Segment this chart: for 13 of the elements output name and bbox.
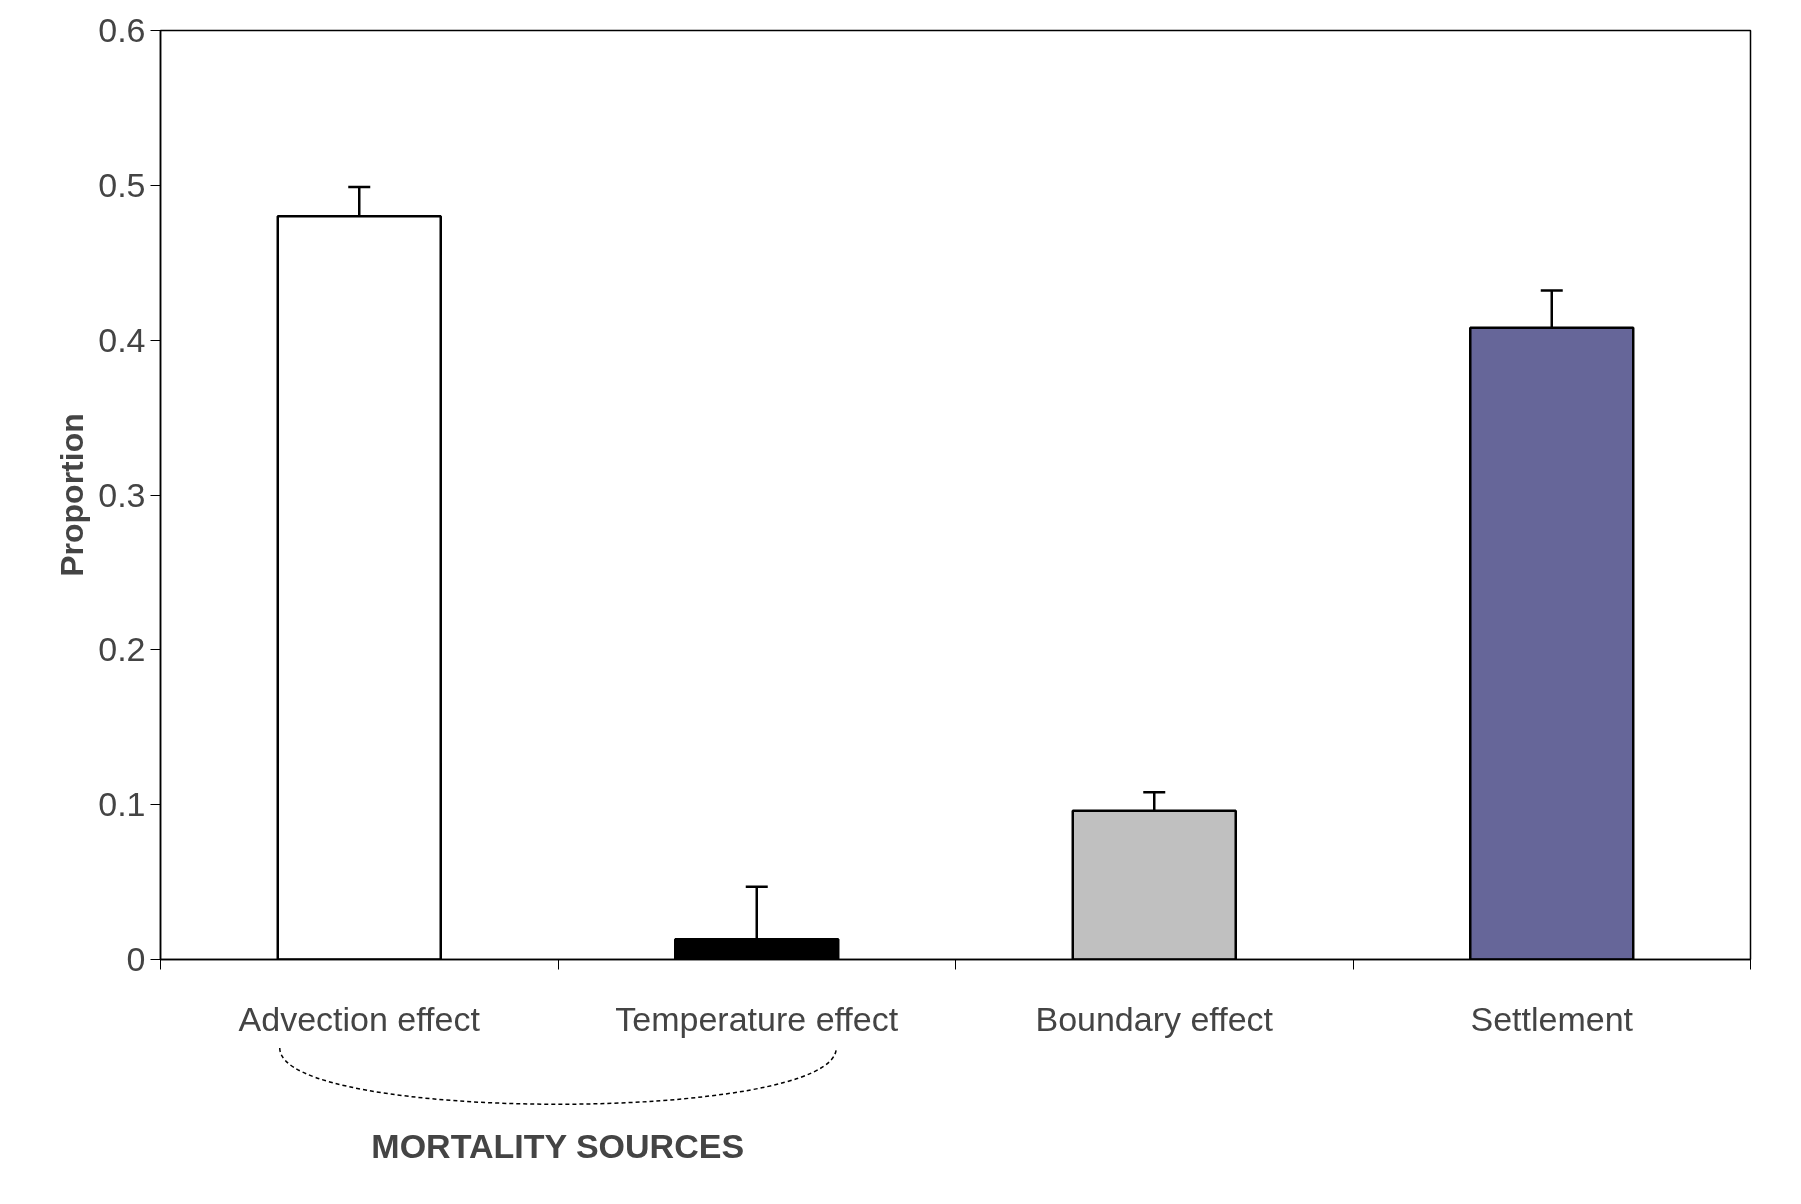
- y-tick-label: 0: [126, 940, 146, 978]
- y-tick-label: 0.5: [98, 165, 146, 204]
- x-tick-label: Boundary effect: [1035, 999, 1274, 1038]
- y-tick-label: 0.1: [98, 785, 146, 824]
- y-tick-label: 0.4: [98, 320, 146, 359]
- y-axis-title: Proportion: [54, 413, 91, 577]
- y-tick-label: 0.2: [98, 630, 146, 669]
- x-tick-label: Temperature effect: [615, 999, 899, 1038]
- y-tick-label: 0.6: [98, 11, 146, 49]
- text: MORTALITY SOURCES: [371, 1126, 745, 1165]
- x-tick-label: Settlement: [1470, 999, 1634, 1038]
- y-tick-label: 0.3: [98, 475, 146, 514]
- x-tick-label: Advection effect: [238, 999, 481, 1038]
